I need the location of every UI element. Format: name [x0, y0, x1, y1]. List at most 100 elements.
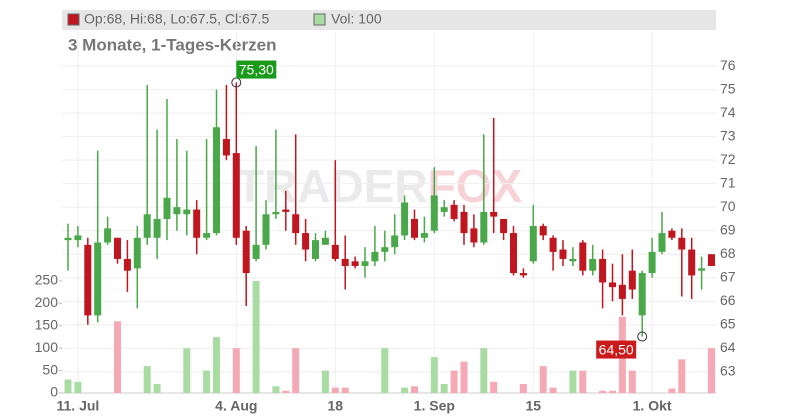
candle-body	[529, 226, 537, 262]
candle-body	[569, 258, 577, 262]
candle-body	[460, 211, 468, 234]
watermark: TRADERFOX	[236, 160, 523, 212]
candle-body	[688, 249, 696, 276]
volume-bar	[411, 386, 418, 393]
candle-body	[698, 268, 706, 271]
volume-bar	[331, 387, 339, 393]
candle-body	[104, 228, 112, 243]
volume-bar	[569, 370, 577, 393]
volume-bar	[599, 390, 607, 393]
extreme-label-box	[596, 340, 637, 359]
extreme-marker	[637, 331, 648, 342]
candle-body	[361, 261, 369, 266]
candle-body	[163, 197, 171, 219]
volume-bar	[341, 387, 349, 393]
volume-bar	[114, 321, 121, 393]
extreme-label: 64,50	[599, 341, 634, 357]
candle-body	[331, 244, 339, 259]
legend-swatch	[313, 13, 326, 26]
y-tick-label: 69	[720, 221, 736, 237]
volume-bar	[153, 384, 161, 393]
candle-body	[579, 242, 587, 271]
candle-body	[74, 235, 82, 241]
volume-bar	[450, 370, 458, 393]
candle-body	[708, 254, 715, 266]
y-tick-label: 68	[720, 245, 736, 261]
candle-body	[292, 214, 300, 234]
volume-bar	[460, 361, 468, 393]
candle-body	[143, 214, 151, 238]
volume-bar	[232, 348, 240, 393]
volume-bar	[272, 386, 280, 393]
candle-body	[312, 240, 319, 259]
y-tick-label: 70	[720, 198, 736, 214]
volume-bar	[74, 381, 82, 393]
x-tick-label: 1. Okt	[633, 398, 672, 414]
candle-body	[94, 242, 102, 316]
volume-bar	[609, 390, 616, 393]
x-tick-label: 4. Aug	[215, 398, 257, 414]
candle-body	[381, 247, 389, 252]
legend-ohlc: Op:68, Hi:68, Lo:67.5, Cl:67.5	[84, 11, 269, 27]
y-tick-label: 63	[720, 363, 736, 379]
volume-bar	[321, 370, 329, 393]
volume-bar	[401, 387, 409, 393]
candle-body	[668, 230, 676, 238]
y2-tick-label: 100	[35, 339, 59, 355]
candle-body	[519, 273, 527, 276]
candle-body	[272, 211, 280, 215]
candle-body	[133, 237, 141, 269]
volume-bar	[668, 388, 676, 393]
candle-body	[480, 211, 488, 243]
volume-bar	[292, 348, 300, 393]
volume-bar	[213, 336, 220, 393]
volume-bar	[203, 370, 211, 393]
candle-body	[351, 261, 359, 266]
candle-body	[638, 273, 646, 316]
subtitle: 3 Monate, 1-Tages-Kerzen	[68, 35, 276, 54]
candle-body	[371, 251, 379, 262]
extreme-label-box	[236, 60, 277, 79]
candle-body	[123, 258, 131, 271]
watermark-part: TRADER	[236, 160, 428, 212]
candle-body	[252, 244, 260, 259]
legend-bar	[62, 10, 716, 30]
candle-body	[539, 226, 547, 236]
y-tick-label: 64	[720, 339, 736, 355]
candle-body	[302, 233, 310, 250]
y2-tick-label: 200	[35, 294, 59, 310]
volume-bar	[183, 348, 191, 393]
candle-body	[450, 204, 458, 219]
candle-body	[173, 207, 181, 215]
volume-bar	[64, 379, 72, 393]
candle-body	[232, 153, 240, 238]
volume-bar	[519, 384, 527, 393]
candle-body	[84, 244, 92, 316]
y-tick-label: 75	[720, 80, 736, 96]
y-tick-label: 65	[720, 315, 736, 331]
volume-bar	[430, 357, 438, 393]
candle-body	[648, 251, 656, 274]
candle-body	[510, 233, 517, 274]
candle-body	[153, 218, 161, 238]
x-tick-label: 18	[328, 398, 344, 414]
candle-body	[618, 284, 626, 299]
candle-body	[242, 230, 250, 274]
y-tick-label: 76	[720, 57, 736, 73]
y2-tick-label: 50	[42, 361, 58, 377]
candle-body	[262, 214, 270, 245]
candle-body	[430, 195, 438, 231]
candle-body	[341, 258, 349, 266]
volume-bar	[143, 366, 151, 393]
candle-body	[401, 202, 409, 236]
x-tick-label: 11. Jul	[56, 398, 99, 414]
candle-body	[549, 237, 557, 252]
x-tick-label: 15	[526, 398, 542, 414]
volume-bar	[579, 370, 587, 393]
volume-bar	[549, 387, 557, 393]
volume-bar	[252, 280, 260, 393]
y-tick-label: 73	[720, 127, 736, 143]
candle-body	[183, 209, 191, 215]
volume-bar	[480, 348, 488, 393]
